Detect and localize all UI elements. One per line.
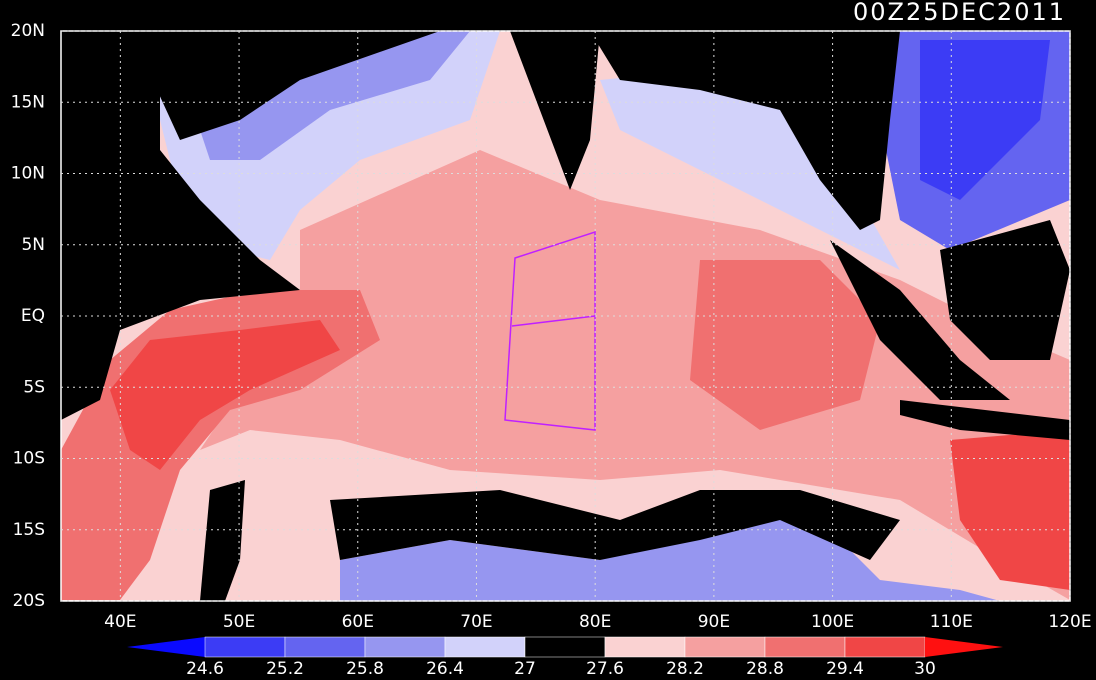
colorbar-label: 26.4 bbox=[426, 659, 464, 679]
lon-tick-label: 40E bbox=[104, 612, 136, 632]
colorbar-label: 25.8 bbox=[346, 659, 384, 679]
lat-tick-label: 10S bbox=[13, 449, 45, 469]
land-sumatra bbox=[830, 240, 1010, 400]
colorbar-box bbox=[764, 636, 846, 658]
colorbar-box bbox=[444, 636, 526, 658]
colorbar-box bbox=[204, 636, 286, 658]
warm-region bbox=[200, 150, 1070, 600]
lat-tick-label: 20N bbox=[11, 21, 45, 41]
map-title: 00Z25DEC2011 bbox=[853, 0, 1066, 26]
land-madagascar bbox=[200, 480, 245, 601]
lat-tick-label: 5N bbox=[21, 235, 45, 255]
colorbar-label: 25.2 bbox=[266, 659, 304, 679]
land-india bbox=[510, 31, 600, 190]
land-java bbox=[900, 400, 1070, 440]
colorbar-box bbox=[844, 636, 926, 658]
lon-tick-label: 110E bbox=[930, 612, 973, 632]
colorbar-box bbox=[684, 636, 766, 658]
cold-region bbox=[920, 40, 1050, 200]
colorbar-box bbox=[604, 636, 686, 658]
colorbar-arrow bbox=[127, 637, 205, 657]
lat-tick-label: 10N bbox=[11, 164, 45, 184]
lon-tick-label: 120E bbox=[1048, 612, 1091, 632]
lat-tick-label: 15N bbox=[11, 92, 45, 112]
land-borneo bbox=[940, 220, 1070, 360]
lon-tick-label: 70E bbox=[460, 612, 492, 632]
colorbar-box bbox=[524, 636, 606, 658]
front-27c bbox=[330, 490, 900, 560]
colorbar-label: 24.6 bbox=[186, 659, 224, 679]
lon-tick-label: 90E bbox=[698, 612, 730, 632]
colorbar-box bbox=[284, 636, 366, 658]
colorbar-label: 28.2 bbox=[666, 659, 704, 679]
lat-tick-label: 15S bbox=[13, 520, 45, 540]
colorbar-label: 30 bbox=[914, 659, 936, 679]
lon-tick-label: 100E bbox=[811, 612, 854, 632]
land-arabia bbox=[85, 31, 440, 140]
cool-region bbox=[600, 70, 900, 270]
lat-tick-label: 5S bbox=[23, 377, 45, 397]
lon-tick-label: 60E bbox=[342, 612, 374, 632]
hot-region bbox=[950, 430, 1070, 590]
cool-region bbox=[340, 510, 1000, 601]
colorbar-label: 29.4 bbox=[826, 659, 864, 679]
colorbar-arrow bbox=[925, 637, 1003, 657]
region-box-divider bbox=[511, 315, 596, 327]
colorbar-box bbox=[364, 636, 446, 658]
colorbar-label: 27 bbox=[514, 659, 536, 679]
lon-tick-label: 80E bbox=[579, 612, 611, 632]
colorbar-label: 27.6 bbox=[586, 659, 624, 679]
land-indochina bbox=[590, 31, 900, 230]
colorbar-label: 28.8 bbox=[746, 659, 784, 679]
lat-tick-label: EQ bbox=[21, 306, 45, 326]
lat-tick-label: 20S bbox=[13, 591, 45, 611]
hot-region bbox=[110, 320, 340, 470]
region-box bbox=[504, 230, 596, 431]
lon-tick-label: 50E bbox=[223, 612, 255, 632]
